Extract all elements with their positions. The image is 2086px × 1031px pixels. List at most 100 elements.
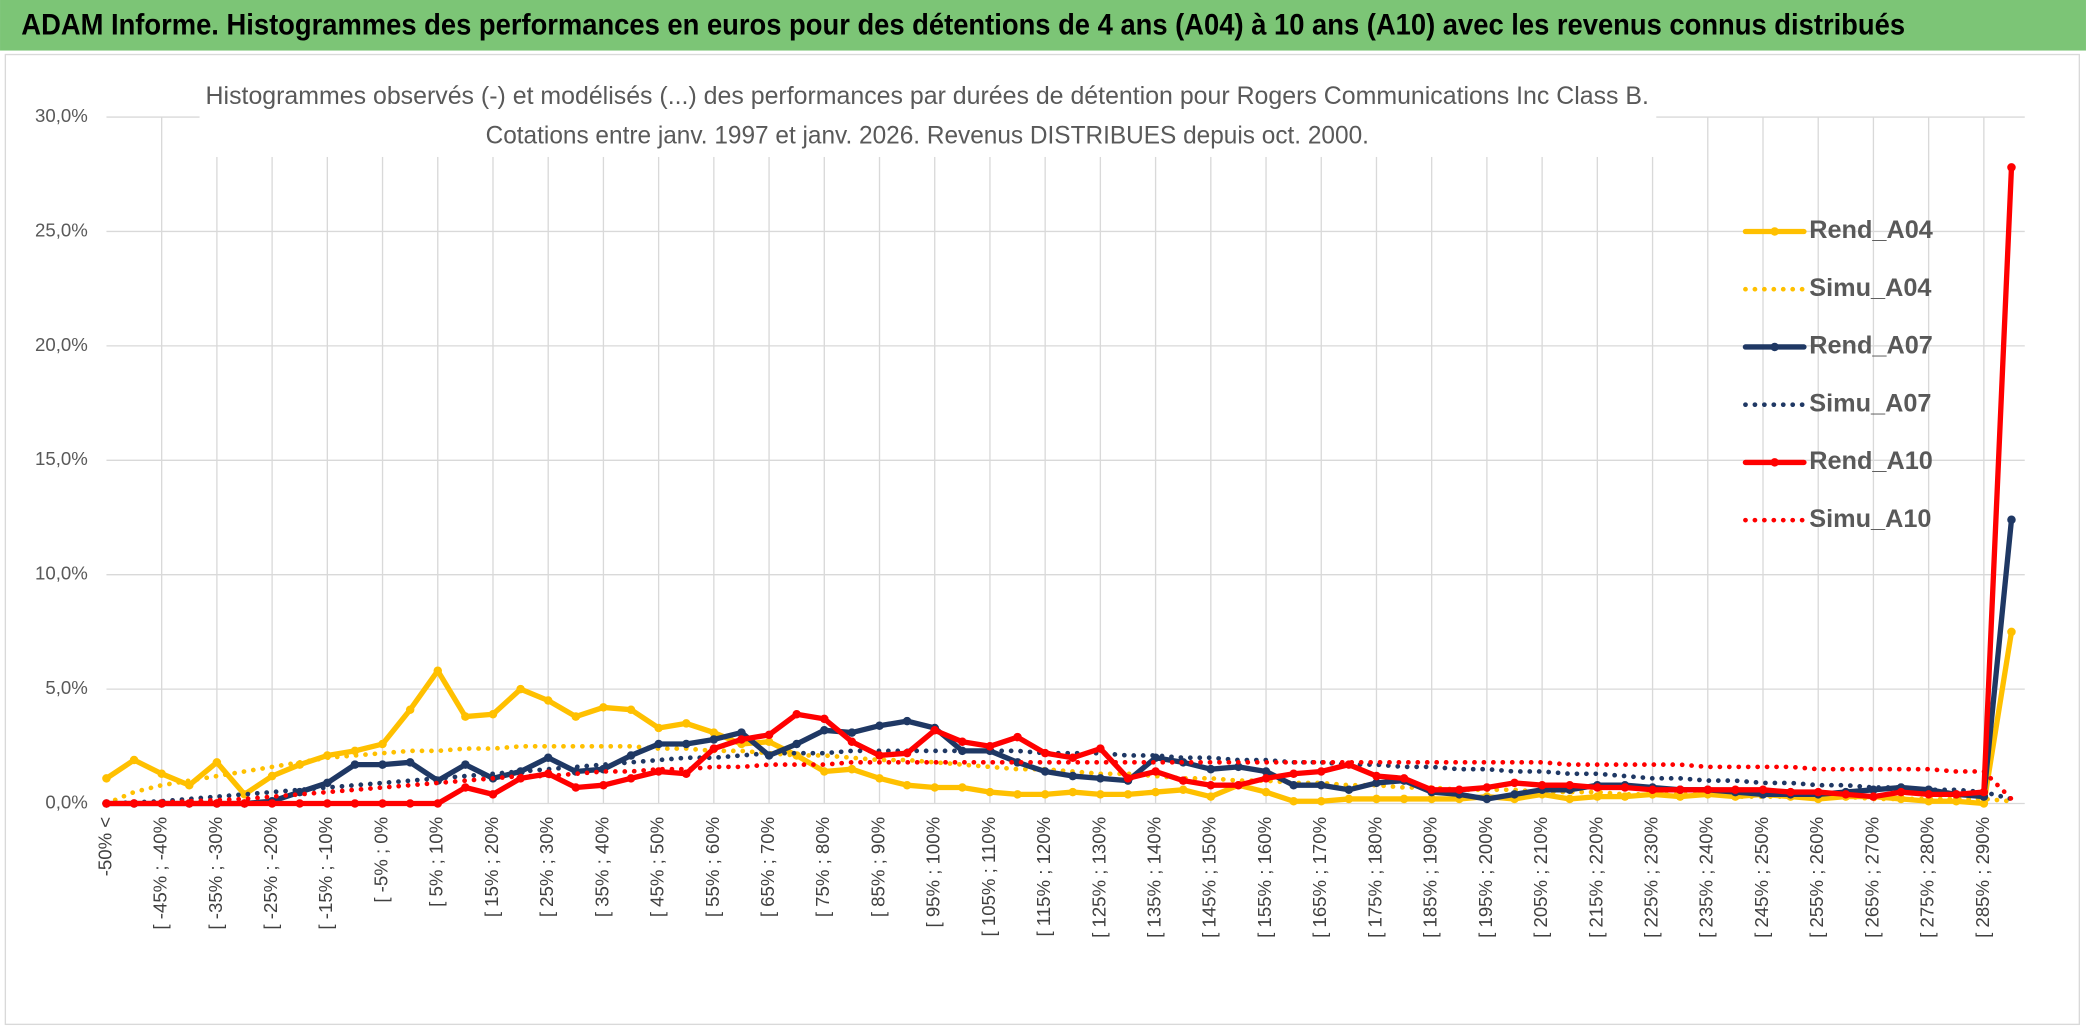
data-point [543,753,553,763]
data-point [1510,790,1519,799]
data-point [764,730,774,740]
x-tick-label: [ 85% ; 90% [867,817,888,917]
data-point [1316,767,1326,776]
chart-subtitle: Histogrammes observés (-) et modélisés (… [206,82,1649,110]
x-tick-label: [ 145% ; 150% [1199,817,1220,938]
data-point [2007,515,2016,525]
data-point [626,751,636,760]
data-point [1427,785,1436,795]
x-tick-label: [ -45% ; -40% [150,817,171,930]
data-point [792,710,801,719]
legend: Rend_A04 Simu_A04 Rend_A07 Simu_A07 Rend_A10… [1742,216,1933,533]
data-point [1151,767,1160,776]
x-tick-label: -50% < [94,817,115,876]
data-point [571,783,581,792]
data-point [433,666,443,676]
data-point [323,778,332,788]
data-point [1123,790,1133,799]
title-backdrop [199,77,1657,157]
data-point [102,774,111,783]
x-tick-label: [ 105% ; 110% [978,817,999,937]
data-point [1510,778,1519,788]
data-point [1261,767,1271,776]
data-point [1869,792,1878,801]
data-point [543,696,553,705]
data-point [1813,787,1823,797]
data-point [1234,762,1243,772]
data-point [985,787,995,797]
data-point [212,758,222,767]
data-point [1455,785,1464,795]
data-point [1206,780,1216,790]
data-point [1206,764,1216,774]
data-point [902,716,912,726]
data-point [1096,744,1105,753]
data-point [1040,790,1050,799]
data-point [1013,732,1022,742]
data-point [1344,794,1354,804]
data-point [1482,794,1492,804]
data-point [1316,796,1326,806]
legend-label: Simu_A04 [1809,274,1931,302]
data-point [764,737,774,746]
series-line [104,743,2014,806]
legend-label: Simu_A10 [1809,505,1931,533]
data-point [267,799,277,808]
data-point [1482,783,1492,792]
data-point [958,783,967,792]
data-point [488,790,498,799]
data-point [737,735,746,744]
data-point [681,719,691,728]
data-point [2007,163,2016,172]
data-point [1372,794,1381,804]
data-point [847,737,857,746]
x-tick-label: [ 75% ; 80% [812,817,833,917]
data-point [240,799,249,808]
data-point [875,751,884,760]
data-point [1234,780,1243,790]
data-point [433,799,443,808]
data-point [323,799,332,808]
data-point [350,746,360,756]
data-point [902,780,912,790]
x-tick-label: [ 185% ; 190% [1420,817,1441,938]
data-point [1731,785,1740,795]
data-point [295,799,304,808]
x-tick-label: [ 155% ; 160% [1254,817,1275,938]
x-tick-label: [ 135% ; 140% [1144,817,1165,938]
data-point [820,726,829,735]
y-tick-label: 0,0% [45,791,87,812]
data-point [958,737,967,746]
data-point [820,767,829,776]
data-point [461,712,470,721]
data-point [681,739,691,749]
data-point [1096,774,1105,783]
header-title: ADAM Informe. Histogrammes des performan… [21,9,1905,41]
data-point [488,710,498,719]
data-point [1565,794,1574,804]
data-point [709,735,719,744]
data-point [1096,790,1105,799]
data-point [571,712,581,721]
data-point [461,783,470,792]
data-point [350,799,360,808]
legend-marker [1770,227,1779,236]
data-point [1040,748,1050,758]
x-tick-label: [ -5% ; 0% [370,817,391,903]
legend-label: Rend_A10 [1809,447,1933,475]
data-point [792,739,801,749]
data-point [985,742,995,751]
data-point [599,780,608,790]
x-tick-label: [ 115% ; 120% [1033,817,1054,937]
data-point [1979,799,1989,808]
data-point [820,714,829,724]
data-point [1123,774,1133,783]
data-point [626,774,636,783]
x-tick-label: [ 95% ; 100% [923,817,944,928]
data-point [461,760,470,769]
plot-area: 0,0% 5,0% 10,0% 15,0% 20,0% 25,0% 30,0% -50% < [… [35,105,2025,938]
data-point [157,769,166,779]
legend-marker [1770,458,1779,467]
x-tick-label: [ 25% ; 30% [536,817,557,917]
